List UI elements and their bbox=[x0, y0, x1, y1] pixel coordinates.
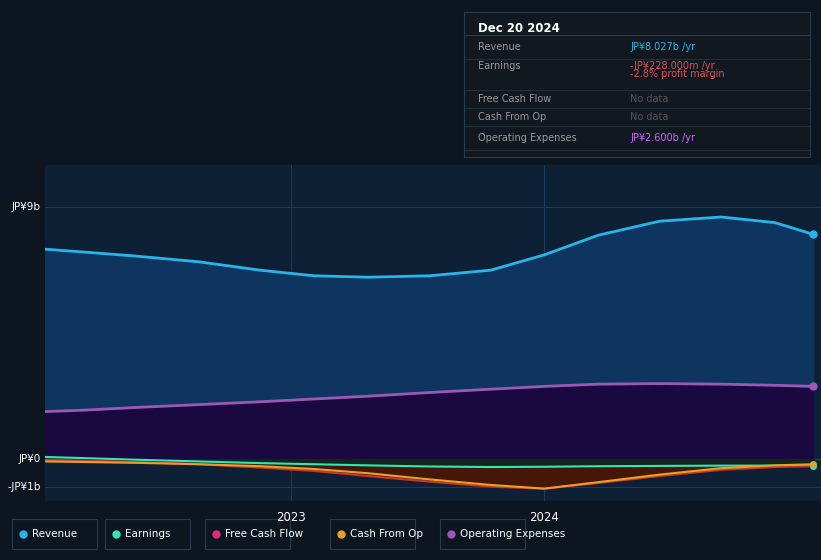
Text: Free Cash Flow: Free Cash Flow bbox=[478, 94, 551, 104]
Text: Cash From Op: Cash From Op bbox=[478, 112, 546, 122]
Text: 2024: 2024 bbox=[530, 511, 559, 524]
Text: Operating Expenses: Operating Expenses bbox=[478, 133, 576, 143]
Text: Cash From Op: Cash From Op bbox=[350, 529, 423, 539]
Text: Free Cash Flow: Free Cash Flow bbox=[225, 529, 303, 539]
Text: No data: No data bbox=[631, 94, 668, 104]
Text: Operating Expenses: Operating Expenses bbox=[460, 529, 565, 539]
Text: -2.8% profit margin: -2.8% profit margin bbox=[631, 69, 725, 80]
Text: 2023: 2023 bbox=[276, 511, 306, 524]
Text: Revenue: Revenue bbox=[478, 42, 521, 52]
Text: Earnings: Earnings bbox=[125, 529, 171, 539]
Text: -JP¥1b: -JP¥1b bbox=[7, 482, 41, 492]
Text: JP¥2.600b /yr: JP¥2.600b /yr bbox=[631, 133, 695, 143]
Text: No data: No data bbox=[631, 112, 668, 122]
Text: -JP¥228.000m /yr: -JP¥228.000m /yr bbox=[631, 62, 715, 72]
Text: Dec 20 2024: Dec 20 2024 bbox=[478, 22, 560, 35]
Text: JP¥8.027b /yr: JP¥8.027b /yr bbox=[631, 42, 695, 52]
Text: JP¥0: JP¥0 bbox=[19, 454, 41, 464]
Text: JP¥9b: JP¥9b bbox=[12, 202, 41, 212]
Text: Revenue: Revenue bbox=[32, 529, 77, 539]
Text: Earnings: Earnings bbox=[478, 62, 521, 72]
